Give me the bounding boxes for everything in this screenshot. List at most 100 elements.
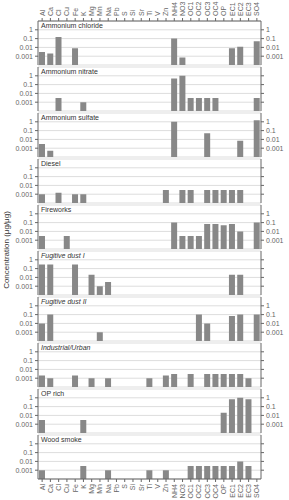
svg-text:1: 1: [266, 394, 270, 401]
svg-text:1: 1: [29, 440, 33, 447]
svg-text:0.01: 0.01: [19, 228, 33, 235]
svg-text:NO3: NO3: [179, 484, 186, 499]
svg-text:0.001: 0.001: [15, 375, 33, 382]
svg-text:Zn: Zn: [162, 8, 169, 16]
svg-text:1: 1: [266, 302, 270, 309]
svg-text:0.1: 0.1: [266, 35, 276, 42]
svg-text:EC2: EC2: [237, 484, 244, 498]
svg-text:Ti: Ti: [146, 10, 153, 16]
svg-text:1: 1: [266, 118, 270, 125]
svg-text:0.001: 0.001: [15, 329, 33, 336]
svg-text:OP: OP: [220, 6, 227, 16]
svg-text:Mn: Mn: [96, 6, 103, 16]
svg-text:0.1: 0.1: [23, 173, 33, 180]
svg-text:Si: Si: [129, 9, 136, 16]
svg-text:Ca: Ca: [47, 484, 54, 493]
svg-text:0.1: 0.1: [23, 357, 33, 364]
svg-text:1: 1: [29, 164, 33, 171]
svg-text:0.001: 0.001: [15, 237, 33, 244]
svg-text:0.001: 0.001: [15, 99, 33, 106]
svg-text:EC1: EC1: [229, 484, 236, 498]
svg-text:Fe: Fe: [72, 8, 79, 16]
svg-text:0.1: 0.1: [23, 35, 33, 42]
svg-text:OC4: OC4: [212, 2, 219, 17]
svg-text:Na: Na: [105, 7, 112, 16]
svg-text:Mn: Mn: [96, 484, 103, 494]
svg-text:1: 1: [29, 72, 33, 79]
svg-text:0.001: 0.001: [266, 329, 281, 336]
svg-text:Sr: Sr: [138, 483, 145, 491]
svg-text:1: 1: [29, 210, 33, 217]
svg-text:1: 1: [29, 348, 33, 355]
svg-text:OC2: OC2: [196, 2, 203, 17]
svg-text:0.001: 0.001: [15, 467, 33, 474]
svg-text:Cl: Cl: [55, 9, 62, 16]
svg-text:OC1: OC1: [187, 2, 194, 17]
svg-text:0.01: 0.01: [19, 320, 33, 327]
svg-text:0.1: 0.1: [266, 219, 276, 226]
svg-text:0.01: 0.01: [19, 366, 33, 373]
svg-text:Na: Na: [105, 484, 112, 493]
svg-text:Pb: Pb: [113, 484, 120, 493]
svg-text:0.001: 0.001: [266, 145, 281, 152]
svg-text:EC1: EC1: [229, 2, 236, 16]
svg-text:OC1: OC1: [187, 484, 194, 499]
svg-text:0.1: 0.1: [23, 219, 33, 226]
svg-text:0.001: 0.001: [266, 53, 281, 60]
svg-text:Mg: Mg: [88, 484, 96, 494]
svg-text:Cu: Cu: [63, 484, 70, 493]
svg-text:0.1: 0.1: [23, 403, 33, 410]
svg-text:NO3: NO3: [179, 2, 186, 17]
svg-text:S: S: [121, 484, 128, 489]
svg-text:1: 1: [266, 26, 270, 33]
svg-text:0.001: 0.001: [15, 421, 33, 428]
svg-text:0.1: 0.1: [23, 127, 33, 134]
svg-text:OP: OP: [220, 484, 227, 494]
svg-text:0.1: 0.1: [266, 127, 276, 134]
svg-text:OC3: OC3: [204, 2, 211, 17]
svg-text:1: 1: [29, 118, 33, 125]
svg-text:1: 1: [29, 302, 33, 309]
svg-text:0.001: 0.001: [15, 191, 33, 198]
svg-text:0.01: 0.01: [19, 458, 33, 465]
svg-text:0.01: 0.01: [19, 136, 33, 143]
svg-text:0.001: 0.001: [15, 53, 33, 60]
svg-text:0.1: 0.1: [23, 265, 33, 272]
svg-text:0.001: 0.001: [266, 421, 281, 428]
svg-text:0.01: 0.01: [266, 320, 280, 327]
svg-text:0.01: 0.01: [19, 412, 33, 419]
svg-text:0.01: 0.01: [19, 44, 33, 51]
svg-text:1: 1: [29, 394, 33, 401]
svg-text:0.01: 0.01: [266, 136, 280, 143]
svg-text:K: K: [80, 11, 87, 16]
svg-text:0.1: 0.1: [23, 81, 33, 88]
svg-text:V: V: [154, 11, 161, 16]
svg-text:Al: Al: [39, 484, 46, 491]
svg-text:Sr: Sr: [138, 8, 145, 16]
svg-text:1: 1: [266, 210, 270, 217]
svg-text:0.1: 0.1: [23, 311, 33, 318]
svg-text:S: S: [121, 11, 128, 16]
svg-text:OC4: OC4: [212, 484, 219, 499]
svg-text:SO4: SO4: [253, 2, 260, 16]
svg-text:EC3: EC3: [245, 2, 252, 16]
svg-text:K: K: [80, 484, 87, 489]
svg-text:Ca: Ca: [47, 7, 54, 16]
svg-text:Mg: Mg: [88, 6, 96, 16]
svg-text:0.01: 0.01: [266, 44, 280, 51]
svg-text:NH4: NH4: [171, 484, 178, 498]
svg-text:Fe: Fe: [72, 484, 79, 492]
svg-text:EC3: EC3: [245, 484, 252, 498]
svg-text:0.01: 0.01: [19, 182, 33, 189]
svg-text:0.001: 0.001: [15, 145, 33, 152]
svg-text:NH4: NH4: [171, 2, 178, 16]
svg-text:EC2: EC2: [237, 2, 244, 16]
svg-text:0.001: 0.001: [266, 237, 281, 244]
svg-text:0.01: 0.01: [19, 274, 33, 281]
svg-text:Si: Si: [129, 484, 136, 491]
svg-text:0.01: 0.01: [266, 228, 280, 235]
svg-text:0.01: 0.01: [19, 90, 33, 97]
svg-text:OC3: OC3: [204, 484, 211, 499]
svg-text:Cl: Cl: [55, 484, 62, 491]
svg-text:0.1: 0.1: [266, 311, 276, 318]
